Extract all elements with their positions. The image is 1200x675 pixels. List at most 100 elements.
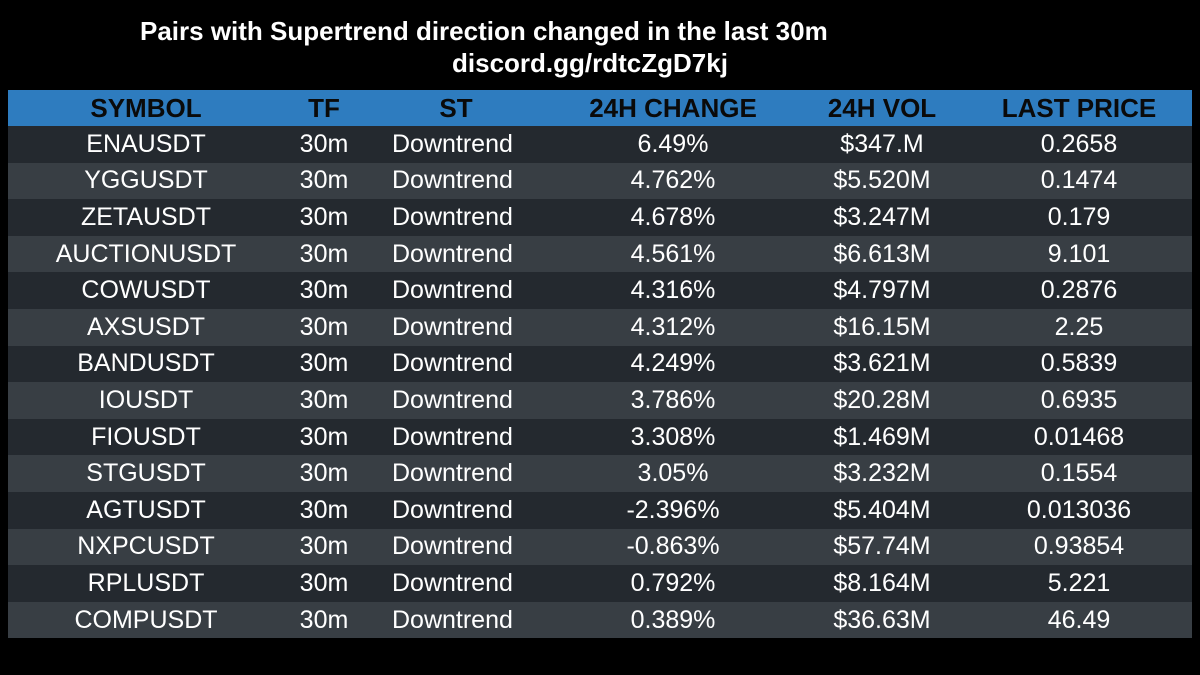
price-cell: 9.101 (966, 235, 1192, 273)
st-cell: Downtrend (364, 308, 548, 346)
tf-cell: 30m (284, 345, 364, 383)
price-cell: 0.93854 (966, 528, 1192, 566)
tf-cell: 30m (284, 235, 364, 273)
st-cell: Downtrend (364, 491, 548, 529)
price-cell: 2.25 (966, 308, 1192, 346)
change-cell: 3.05% (548, 455, 798, 492)
price-cell: 46.49 (966, 601, 1192, 639)
volume-cell: $4.797M (798, 272, 966, 309)
price-cell: 0.179 (966, 199, 1192, 236)
change-cell: 0.792% (548, 565, 798, 602)
change-cell: -2.396% (548, 491, 798, 529)
tf-cell: 30m (284, 491, 364, 529)
st-cell: Downtrend (364, 455, 548, 492)
st-cell: Downtrend (364, 382, 548, 419)
tf-cell: 30m (284, 382, 364, 419)
price-cell: 0.013036 (966, 491, 1192, 529)
tf-cell: 30m (284, 272, 364, 309)
table-row: YGGUSDT 30m Downtrend 4.762% $5.520M 0.1474 (8, 162, 1192, 200)
column-header-volume: 24H VOL (798, 90, 966, 126)
tf-cell: 30m (284, 601, 364, 639)
price-cell: 0.01468 (966, 418, 1192, 456)
symbol-cell: AXSUSDT (8, 308, 284, 346)
symbol-cell: BANDUSDT (8, 345, 284, 383)
column-header-symbol: SYMBOL (8, 90, 284, 126)
symbol-cell: ENAUSDT (8, 126, 284, 163)
price-cell: 0.5839 (966, 345, 1192, 383)
discord-link[interactable]: discord.gg/rdtcZgD7kj (452, 48, 728, 78)
price-cell: 0.2658 (966, 126, 1192, 163)
st-cell: Downtrend (364, 601, 548, 639)
change-cell: 0.389% (548, 601, 798, 639)
change-cell: 3.786% (548, 382, 798, 419)
table-row: COMPUSDT 30m Downtrend 0.389% $36.63M 46.49 (8, 601, 1192, 639)
volume-cell: $5.404M (798, 491, 966, 529)
table-row: BANDUSDT 30m Downtrend 4.249% $3.621M 0.5839 (8, 345, 1192, 383)
symbol-cell: ZETAUSDT (8, 199, 284, 236)
st-cell: Downtrend (364, 162, 548, 200)
table-row: ENAUSDT 30m Downtrend 6.49% $347.M 0.2658 (8, 126, 1192, 163)
tf-cell: 30m (284, 308, 364, 346)
symbol-cell: AGTUSDT (8, 491, 284, 529)
symbol-cell: COWUSDT (8, 272, 284, 309)
tf-cell: 30m (284, 528, 364, 566)
tf-cell: 30m (284, 455, 364, 492)
table-header-row: SYMBOL TF ST 24H CHANGE 24H VOL LAST PRICE (8, 90, 1192, 126)
symbol-cell: AUCTIONUSDT (8, 235, 284, 273)
volume-cell: $6.613M (798, 235, 966, 273)
st-cell: Downtrend (364, 565, 548, 602)
change-cell: 6.49% (548, 126, 798, 163)
table-row: RPLUSDT 30m Downtrend 0.792% $8.164M 5.221 (8, 565, 1192, 602)
change-cell: -0.863% (548, 528, 798, 566)
tf-cell: 30m (284, 418, 364, 456)
page-title: Pairs with Supertrend direction changed … (140, 16, 828, 46)
column-header-tf: TF (284, 90, 364, 126)
symbol-cell: NXPCUSDT (8, 528, 284, 566)
change-cell: 4.762% (548, 162, 798, 200)
volume-cell: $20.28M (798, 382, 966, 419)
tf-cell: 30m (284, 199, 364, 236)
volume-cell: $3.232M (798, 455, 966, 492)
price-cell: 5.221 (966, 565, 1192, 602)
volume-cell: $5.520M (798, 162, 966, 200)
table-row: FIOUSDT 30m Downtrend 3.308% $1.469M 0.01468 (8, 418, 1192, 456)
column-header-price: LAST PRICE (966, 90, 1192, 126)
volume-cell: $36.63M (798, 601, 966, 639)
symbol-cell: COMPUSDT (8, 601, 284, 639)
st-cell: Downtrend (364, 528, 548, 566)
change-cell: 4.312% (548, 308, 798, 346)
st-cell: Downtrend (364, 418, 548, 456)
change-cell: 4.249% (548, 345, 798, 383)
column-header-st: ST (364, 90, 548, 126)
table-row: COWUSDT 30m Downtrend 4.316% $4.797M 0.2876 (8, 272, 1192, 309)
volume-cell: $57.74M (798, 528, 966, 566)
volume-cell: $8.164M (798, 565, 966, 602)
symbol-cell: STGUSDT (8, 455, 284, 492)
st-cell: Downtrend (364, 126, 548, 163)
table-row: NXPCUSDT 30m Downtrend -0.863% $57.74M 0.9385… (8, 528, 1192, 566)
table-body: ENAUSDT 30m Downtrend 6.49% $347.M 0.2658 YGGU… (8, 126, 1192, 639)
pairs-table: SYMBOL TF ST 24H CHANGE 24H VOL LAST PRICE EN… (8, 90, 1192, 639)
volume-cell: $347.M (798, 126, 966, 163)
volume-cell: $3.621M (798, 345, 966, 383)
volume-cell: $3.247M (798, 199, 966, 236)
st-cell: Downtrend (364, 199, 548, 236)
table-row: IOUSDT 30m Downtrend 3.786% $20.28M 0.6935 (8, 382, 1192, 419)
table-row: ZETAUSDT 30m Downtrend 4.678% $3.247M 0.179 (8, 199, 1192, 236)
st-cell: Downtrend (364, 272, 548, 309)
volume-cell: $1.469M (798, 418, 966, 456)
change-cell: 4.316% (548, 272, 798, 309)
change-cell: 4.678% (548, 199, 798, 236)
symbol-cell: YGGUSDT (8, 162, 284, 200)
change-cell: 3.308% (548, 418, 798, 456)
tf-cell: 30m (284, 162, 364, 200)
symbol-cell: RPLUSDT (8, 565, 284, 602)
table-row: STGUSDT 30m Downtrend 3.05% $3.232M 0.1554 (8, 455, 1192, 492)
st-cell: Downtrend (364, 235, 548, 273)
price-cell: 0.1554 (966, 455, 1192, 492)
st-cell: Downtrend (364, 345, 548, 383)
tf-cell: 30m (284, 126, 364, 163)
price-cell: 0.6935 (966, 382, 1192, 419)
symbol-cell: FIOUSDT (8, 418, 284, 456)
change-cell: 4.561% (548, 235, 798, 273)
